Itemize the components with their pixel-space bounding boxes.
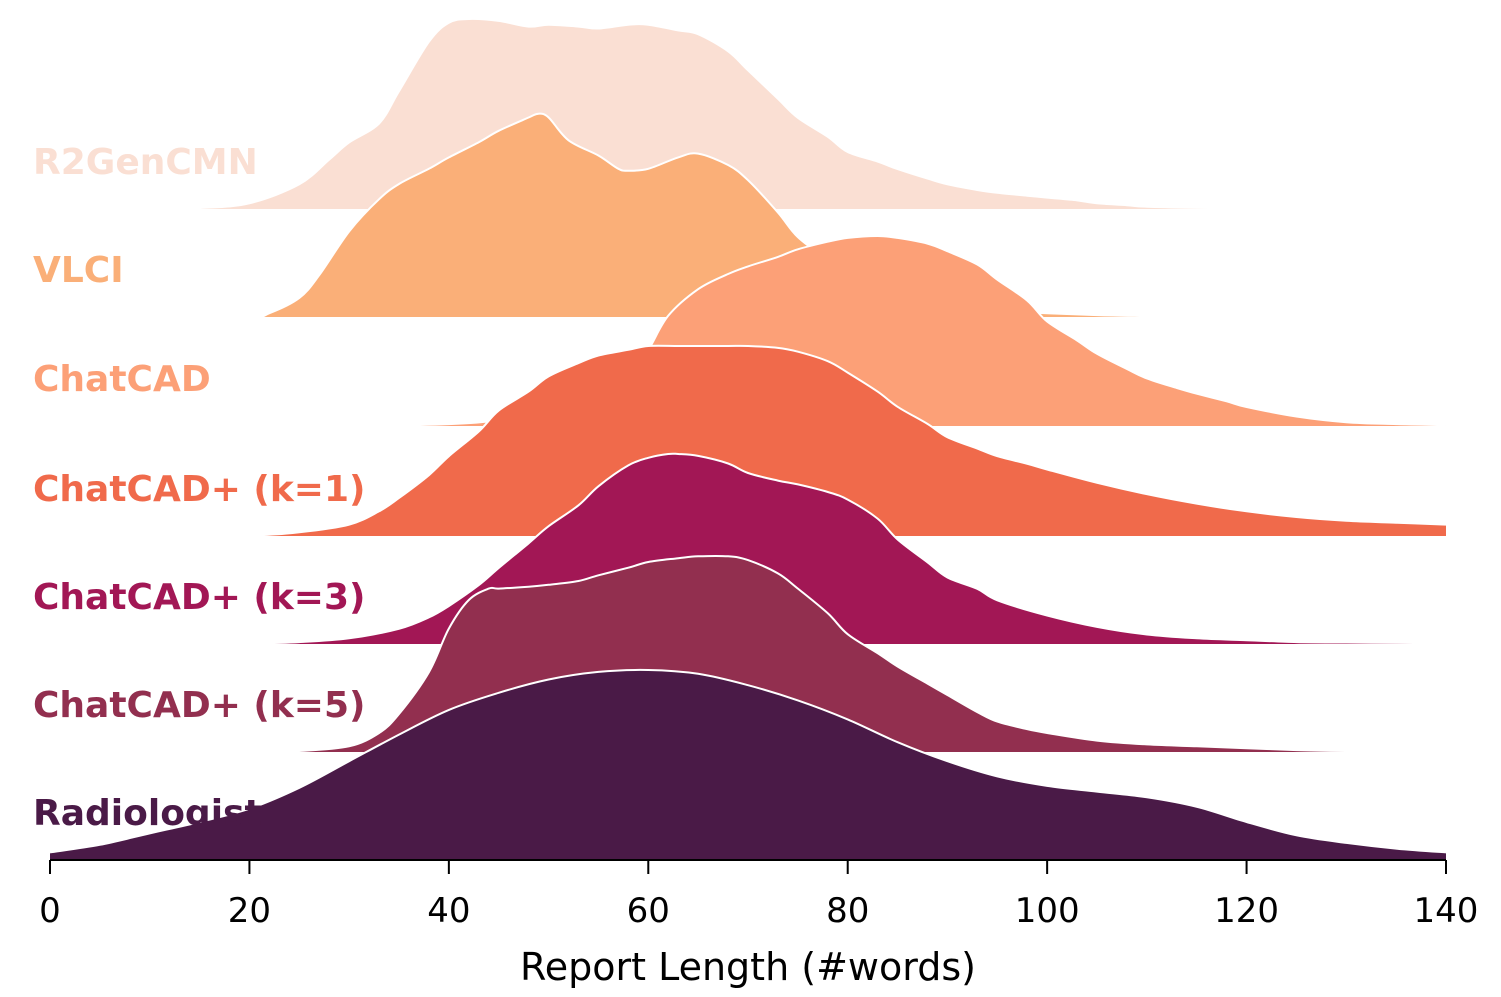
- x-tick-label: 140: [1414, 891, 1479, 931]
- ridge-area-chatcad-k-1: [50, 345, 1446, 537]
- ridge-outline-r2gencmn: [50, 17, 1446, 211]
- ridge-chatcad-k-3: [49, 452, 1447, 646]
- x-ticks-group: 0 20 40 60 80 100 120 140: [39, 860, 1478, 931]
- x-tick-label: 120: [1214, 891, 1279, 931]
- ridge-outline-vlci: [50, 112, 1397, 319]
- ridge-outline-chatcad-k-3: [49, 452, 1447, 646]
- ridge-outline-radiologist: [49, 668, 1447, 854]
- ridge-chatcad-k-1: [49, 344, 1447, 538]
- ridge-area-radiologist: [50, 669, 1446, 860]
- x-tick-label: 40: [427, 891, 470, 931]
- x-axis-label: Report Length (#words): [520, 945, 976, 989]
- ridge-area-chatcad: [50, 236, 1446, 427]
- series-label-r2gencmn: R2GenCMN: [33, 142, 258, 183]
- ridge-outline-chatcad-k-1: [49, 344, 1447, 538]
- series-label-vlci: VLCI: [33, 250, 124, 291]
- series-label-chatcad-k-3: ChatCAD+ (k=3): [33, 577, 365, 618]
- x-tick-label: 20: [228, 891, 271, 931]
- series-label-chatcad: ChatCAD: [33, 359, 211, 400]
- ridge-r2gencmn: [50, 17, 1446, 211]
- ridge-area-chatcad-k-5: [50, 555, 1446, 753]
- x-tick-label: 100: [1015, 891, 1080, 931]
- ridge-area-r2gencmn: [50, 18, 1446, 210]
- series-labels-group: R2GenCMN VLCI ChatCAD ChatCAD+ (k=1) ChatCAD…: [33, 142, 365, 834]
- x-tick-label: 80: [826, 891, 869, 931]
- ridge-area-chatcad-k-3: [50, 453, 1446, 645]
- x-axis: 0 20 40 60 80 100 120 140 Report Length (#words…: [39, 859, 1478, 989]
- ridges-group: [49, 17, 1447, 860]
- ridge-radiologist: [49, 668, 1447, 860]
- ridge-outline-chatcad-k-5: [50, 554, 1447, 754]
- ridge-chatcad-k-5: [50, 554, 1447, 754]
- series-label-radiologist: Radiologist: [33, 793, 262, 834]
- ridge-area-vlci: [50, 113, 1397, 318]
- x-tick-label: 0: [39, 891, 61, 931]
- x-tick-label: 60: [627, 891, 670, 931]
- ridge-vlci: [50, 112, 1397, 319]
- series-label-chatcad-k-5: ChatCAD+ (k=5): [33, 685, 365, 726]
- series-label-chatcad-k-1: ChatCAD+ (k=1): [33, 469, 365, 510]
